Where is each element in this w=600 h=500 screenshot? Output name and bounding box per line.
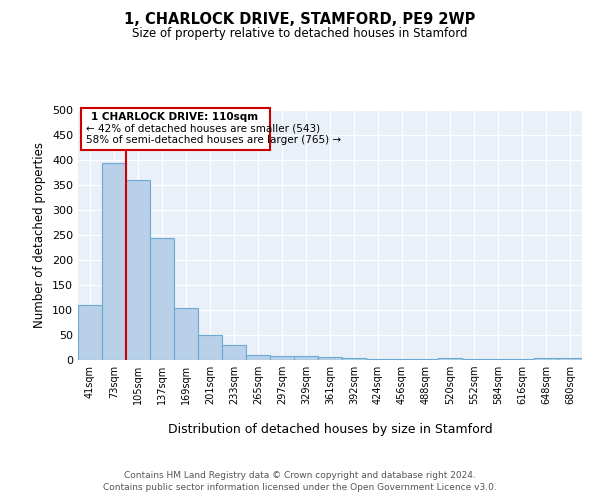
Text: Contains public sector information licensed under the Open Government Licence v3: Contains public sector information licen… [103,484,497,492]
Text: 58% of semi-detached houses are larger (765) →: 58% of semi-detached houses are larger (… [86,135,341,145]
Bar [222,345,246,360]
Bar [486,359,510,360]
Bar [270,356,294,360]
Bar [294,356,318,360]
Bar [342,358,366,360]
Bar [78,305,102,360]
Bar [438,358,462,360]
Bar [510,359,534,360]
Y-axis label: Number of detached properties: Number of detached properties [34,142,46,328]
Bar [246,355,270,360]
FancyBboxPatch shape [80,108,269,150]
Text: Size of property relative to detached houses in Stamford: Size of property relative to detached ho… [132,28,468,40]
Bar [462,358,486,360]
Bar [174,308,198,360]
Bar [534,358,558,360]
Bar [318,357,342,360]
Text: 1 CHARLOCK DRIVE: 110sqm: 1 CHARLOCK DRIVE: 110sqm [91,112,259,122]
Bar [126,180,150,360]
Bar [198,335,222,360]
Text: Distribution of detached houses by size in Stamford: Distribution of detached houses by size … [167,422,493,436]
Bar [150,238,174,360]
Text: Contains HM Land Registry data © Crown copyright and database right 2024.: Contains HM Land Registry data © Crown c… [124,471,476,480]
Bar [102,162,126,360]
Bar [414,358,438,360]
Bar [390,358,414,360]
Bar [366,358,390,360]
Bar [558,358,582,360]
Text: 1, CHARLOCK DRIVE, STAMFORD, PE9 2WP: 1, CHARLOCK DRIVE, STAMFORD, PE9 2WP [124,12,476,28]
Text: ← 42% of detached houses are smaller (543): ← 42% of detached houses are smaller (54… [86,124,320,134]
